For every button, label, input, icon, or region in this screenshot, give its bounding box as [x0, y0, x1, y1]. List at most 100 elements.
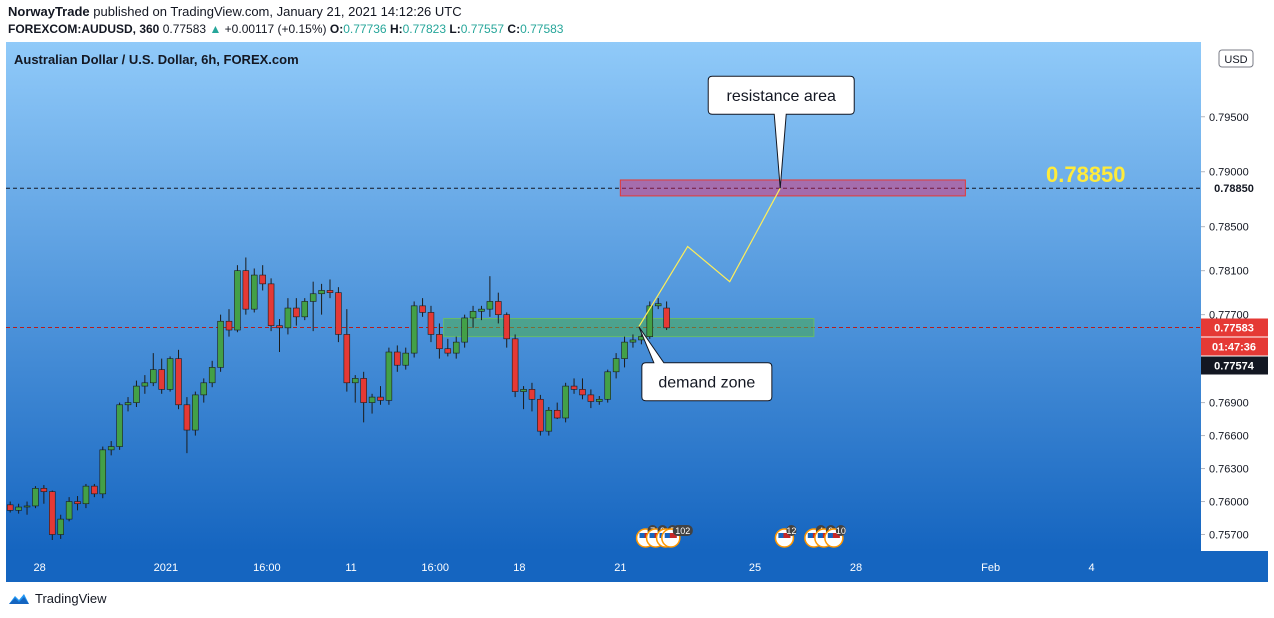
time-axis[interactable] [6, 551, 1268, 582]
x-tick-label: 2021 [154, 562, 178, 574]
last-price: 0.77583 [162, 22, 207, 36]
candle [553, 402, 561, 420]
flag-canton [778, 533, 784, 538]
candle-body-down [242, 270, 250, 310]
footer-brand[interactable]: TradingView [8, 591, 107, 606]
candle [528, 382, 536, 412]
candle [452, 336, 460, 359]
candle [141, 375, 149, 394]
y-tick-label: 0.79500 [1209, 112, 1249, 124]
candle [242, 257, 250, 315]
candle-body-down [663, 307, 670, 329]
candle-body-down [528, 389, 536, 400]
candle [6, 501, 14, 513]
candle [385, 347, 393, 405]
y-tick-label: 0.76900 [1209, 398, 1249, 410]
candle-body-down [553, 409, 561, 419]
flag-canton [817, 533, 823, 538]
y-tick-label: 0.78500 [1209, 222, 1249, 234]
candle-body-down [335, 292, 342, 335]
economic-event-icon[interactable]: 12 [774, 525, 797, 548]
candle [461, 314, 468, 348]
demand-zone [443, 317, 815, 338]
candle [486, 276, 494, 317]
event-count-bg [786, 525, 797, 536]
candle-body-down [495, 301, 502, 315]
candle-body-up [368, 396, 376, 403]
candle-body-down [377, 396, 384, 401]
candle [15, 503, 22, 514]
up-arrow-icon: ▲ [209, 22, 222, 36]
candle-body-down [225, 320, 233, 331]
candle-body-up [520, 389, 527, 392]
candle-body-up [284, 307, 292, 329]
target-price-text: 0.78850 [1046, 162, 1126, 187]
candle-body-up [57, 518, 64, 535]
candle [436, 323, 443, 359]
candle [183, 397, 191, 454]
candle-body-down [326, 290, 334, 293]
candle [587, 389, 595, 409]
candle [402, 347, 409, 370]
candle [200, 378, 208, 403]
candle [545, 406, 553, 436]
candle-body-up [301, 301, 308, 318]
candle [646, 301, 654, 339]
candle-body-up [486, 301, 494, 310]
low-label: L: [449, 22, 461, 36]
candle [326, 279, 334, 299]
candle [343, 309, 351, 392]
candle-body-down [511, 338, 519, 392]
candle-body-down [276, 325, 283, 329]
x-tick-label: 4 [1089, 562, 1095, 574]
candle-body-down [537, 398, 544, 432]
candle [276, 319, 283, 353]
candle-body-up [99, 449, 107, 495]
candle [116, 402, 123, 450]
currency-label: USD [1224, 54, 1247, 66]
candle-body-down [419, 305, 426, 313]
candle-body-up [318, 290, 325, 295]
projection-path [638, 187, 781, 328]
economic-event-icon[interactable]: 10 [824, 525, 846, 548]
candle [469, 305, 477, 328]
candle-body-up [604, 371, 611, 400]
candle [293, 298, 300, 326]
candle [65, 497, 73, 522]
candle-body-up [452, 341, 460, 354]
candle-body-down [444, 348, 452, 354]
candle [318, 283, 325, 315]
high-value: 0.77823 [402, 22, 447, 36]
candle [596, 395, 603, 405]
economic-event-icon[interactable]: 102 [661, 525, 693, 548]
flag-canton [827, 533, 833, 538]
candle-body-up [545, 409, 553, 432]
x-tick-label: 16:00 [421, 562, 449, 574]
candle [335, 287, 342, 343]
candle-body-up [562, 385, 569, 419]
candle [284, 298, 292, 335]
candle-body-up [621, 341, 628, 359]
candle-body-down [267, 283, 275, 326]
currency-badge[interactable] [1218, 49, 1254, 68]
candle [410, 301, 418, 358]
candle-body-down [360, 378, 367, 403]
candle-body-up [65, 501, 73, 520]
current-price-tag-bg [1201, 318, 1268, 337]
resistance-callout-bubble [707, 75, 855, 189]
author-name[interactable]: NorwayTrade [8, 4, 90, 19]
candle-body-down [427, 312, 435, 335]
candle-body-up [141, 382, 149, 387]
candle-body-down [259, 274, 266, 285]
candle [427, 305, 435, 343]
price-axis[interactable] [1201, 42, 1268, 551]
x-tick-label: 28 [850, 562, 862, 574]
candle-body-up [166, 358, 174, 390]
candle-body-down [587, 394, 595, 402]
candle-body-up [309, 293, 317, 302]
candle-body-up [385, 351, 393, 401]
close-label: C: [507, 22, 521, 36]
candle [537, 394, 544, 436]
